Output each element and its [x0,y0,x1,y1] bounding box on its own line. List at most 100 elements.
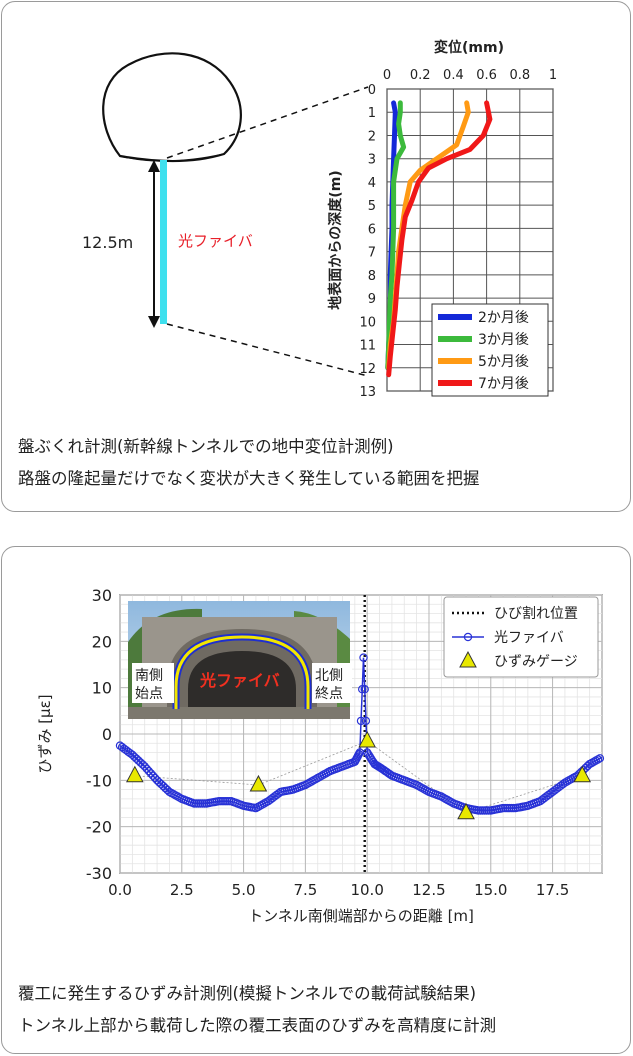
y-tick-label: 1 [368,106,376,121]
legend-label: 3か月後 [478,332,529,348]
strain-gauge-marker [573,765,592,783]
strain-gauge-marker [125,765,144,783]
fiber-strain-point [307,777,316,786]
fiber-strain-point [140,762,149,771]
photo-label-south-2: 始点 [135,686,163,702]
y-tick-label: 20 [92,632,112,651]
tunnel-cross-section [102,52,242,163]
y-axis-title: ひずみ [με] [36,694,54,773]
y-tick-label: 13 [359,385,376,400]
photo-label-north-1: 北側 [315,668,343,684]
x-tick-label: 12.5 [412,881,445,899]
legend-label: ひび割れ位置 [494,605,578,622]
y-tick-label: 12 [359,362,376,377]
y-tick-label: 5 [368,199,376,214]
x-tick-label: 2.5 [170,881,194,899]
x-tick-label: 0.8 [509,68,530,83]
x-tick-label: 0.2 [410,68,431,83]
legend-label: 5か月後 [478,354,529,370]
fiber-strain-point [361,716,371,726]
y-tick-label: -30 [86,864,112,883]
dashed-leader-top [166,86,369,159]
legend-label: 2か月後 [478,310,529,326]
x-tick-label: 0.6 [476,68,497,83]
fiber-strain-point [169,789,178,799]
ground-displacement-panel: 12.5m 光ファイバ 0 0.2 0.4 0.6 0.8 1 0 1 2 3 4 5 6 7 8 9 10 11… [1,1,631,512]
optical-fiber-bar [160,160,167,324]
fiber-strain-point [142,764,151,773]
x-tick-label: 5.0 [232,881,256,899]
panel1-caption-line1: 盤ぶくれ計測(新幹線トンネルでの地中変位計測例) [18,437,394,456]
fiber-strain-point [144,766,153,776]
ground-displacement-figure: 12.5m 光ファイバ 0 0.2 0.4 0.6 0.8 101234567891011… [82,39,557,400]
fiber-strain-point [356,716,366,726]
y-tick-label: 6 [368,222,376,237]
fiber-strain-point [260,799,269,808]
y-tick-label: 30 [92,586,112,605]
fiber-strain-point [301,780,310,790]
x-axis-title: トンネル南側端部からの距離 [m] [248,907,474,925]
y-tick-label: 4 [368,176,376,191]
fiber-label: 光ファイバ [178,232,253,250]
x-tick-label: 0 [383,68,391,83]
legend-label: ひずみゲージ [494,654,578,670]
panel2-caption-line1: 覆工に発生するひずみ計測例(模擬トンネルでの載荷試験結果) [18,984,477,1003]
fiber-strain-point [414,781,423,791]
tunnel-photo: 南側 始点 北側 終点 光ファイバ [128,601,352,719]
photo-fiber-label: 光ファイバ [199,671,280,690]
legend-label: 7か月後 [478,376,529,392]
fiber-strain-point [358,684,367,694]
y-tick-label: 2 [368,129,376,144]
y-tick-label: 7 [368,246,376,261]
y-tick-label: 11 [359,339,376,354]
legend-label: 光ファイバ [494,630,564,646]
y-tick-label: -10 [86,771,112,790]
y-axis-title: 地表面からの深度(m) [327,170,344,309]
strain-gauge-marker [457,802,475,820]
legend-box [443,596,599,678]
dashed-leader-bottom [166,323,369,377]
fiber-strain-point [146,769,156,778]
fiber-strain-point [593,755,603,764]
fiber-strain-point [317,771,327,780]
y-tick-label: 10 [359,315,376,330]
series-line [385,100,407,371]
photo-label-north-2: 終点 [315,686,343,702]
x-tick-label: 0.4 [443,68,464,83]
fiber-strain-point [595,754,605,763]
fiber-strain-point [148,771,158,780]
x-tick-label: 10.0 [350,881,383,899]
displacement-depth-chart: 0 0.2 0.4 0.6 0.8 1012345678910111213変位(mm)地表… [327,39,557,400]
y-tick-label: 9 [368,292,376,307]
panel1-caption-line2: 路盤の隆起量だけでなく変状が大きく発生している範囲を把握 [18,469,480,488]
depth-arrow-head-top [148,160,160,172]
x-tick-label: 17.5 [536,881,569,899]
x-tick-label: 7.5 [293,881,317,899]
legend-marker [459,650,477,668]
strain-gauge-marker [249,774,268,792]
tunnel-invert [119,153,225,162]
fiber-strain-point [359,653,368,662]
panel2-caption-line2: トンネル上部から載荷した際の覆工表面のひずみを高精度に計測 [18,1016,497,1035]
fiber-strain-point [360,684,369,694]
y-tick-label: 8 [368,269,376,284]
x-tick-label: 1 [549,68,557,83]
lining-strain-panel: 0.0 2.5 5.0 7.5 10.0 12.5 15.0 17.5 30 20 10 0 -10 -2… [1,546,631,1054]
lining-strain-figure: 0.0 2.5 5.0 7.5 10.0 12.5 15.0 17.5 30 20 10 0 -10 -2… [36,586,605,925]
fiber-strain-point [562,777,572,786]
x-axis-title: 変位(mm) [434,39,504,56]
depth-label: 12.5m [82,233,133,252]
legend-marker [463,632,473,642]
y-tick-label: -20 [86,818,112,837]
photo-label-south-1: 南側 [135,668,163,684]
y-tick-label: 0 [102,725,112,744]
fiber-strain-point [589,757,599,766]
series-line [386,100,493,378]
y-tick-label: 0 [368,83,376,98]
strain-gauge-marker [358,730,377,748]
x-tick-label: 15.0 [474,881,507,899]
x-tick-label: 0.0 [108,881,132,899]
y-tick-label: 10 [92,679,112,698]
fiber-strain-point [311,774,320,784]
